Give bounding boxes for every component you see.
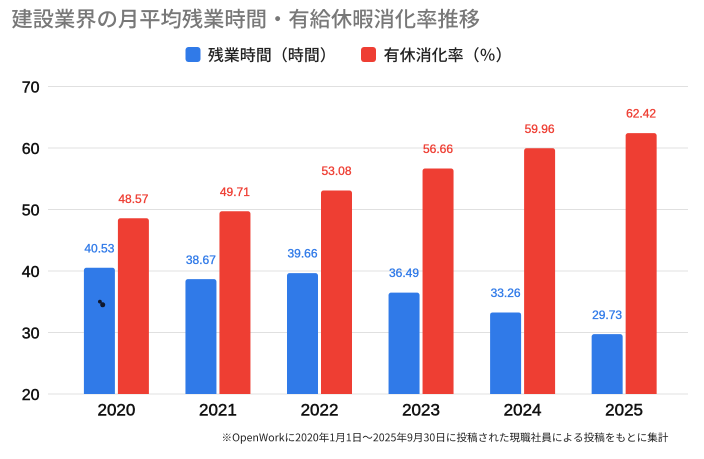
- svg-text:40.53: 40.53: [84, 241, 114, 255]
- svg-text:62.42: 62.42: [626, 107, 656, 121]
- svg-text:2022: 2022: [301, 401, 339, 420]
- svg-text:60: 60: [22, 141, 40, 158]
- svg-text:48.57: 48.57: [118, 192, 148, 206]
- svg-text:20: 20: [22, 387, 40, 404]
- svg-text:29.73: 29.73: [592, 308, 622, 322]
- svg-text:38.67: 38.67: [186, 253, 216, 267]
- svg-text:2024: 2024: [504, 401, 542, 420]
- svg-text:2025: 2025: [605, 401, 643, 420]
- svg-text:2023: 2023: [402, 401, 440, 420]
- svg-text:39.66: 39.66: [287, 247, 317, 261]
- svg-text:49.71: 49.71: [220, 185, 250, 199]
- svg-text:53.08: 53.08: [321, 164, 351, 178]
- svg-text:30: 30: [22, 325, 40, 342]
- svg-text:40: 40: [22, 264, 40, 281]
- svg-text:59.96: 59.96: [525, 122, 555, 136]
- svg-text:56.66: 56.66: [423, 142, 453, 156]
- svg-text:2020: 2020: [97, 401, 135, 420]
- svg-text:2021: 2021: [199, 401, 237, 420]
- svg-text:36.49: 36.49: [389, 266, 419, 280]
- svg-text:50: 50: [22, 202, 40, 219]
- svg-text:33.26: 33.26: [491, 286, 521, 300]
- svg-text:70: 70: [22, 79, 40, 96]
